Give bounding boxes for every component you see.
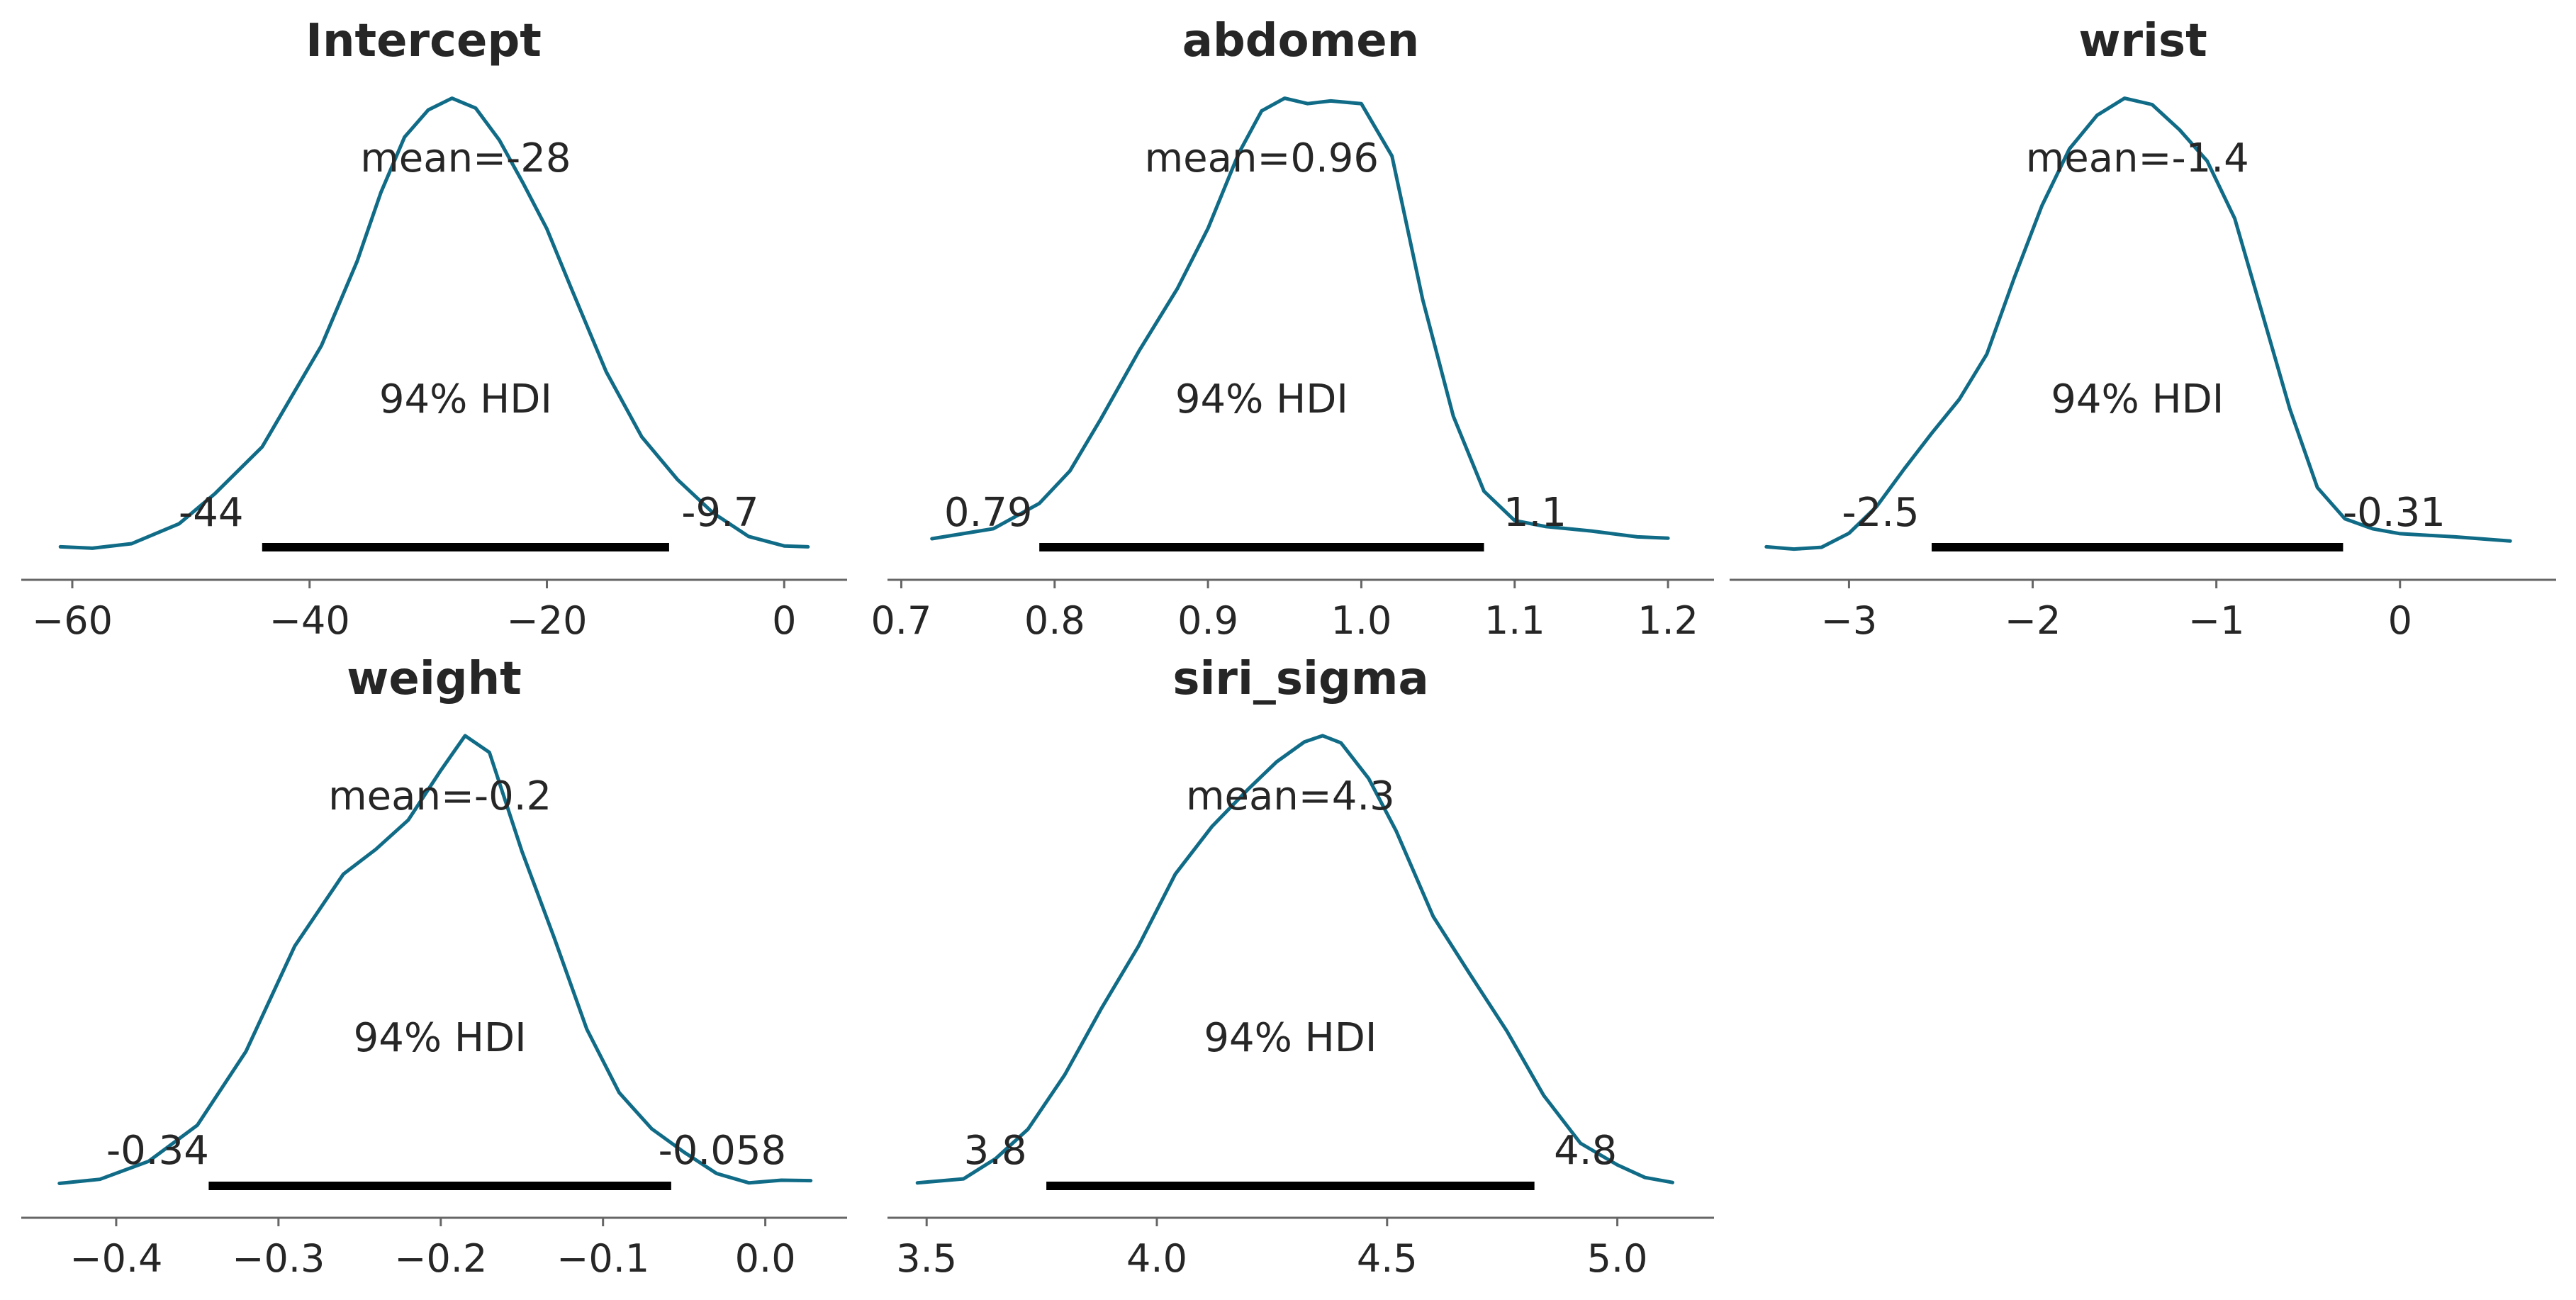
density-curve: [57, 734, 813, 1185]
x-tick-label: −60: [32, 598, 113, 643]
panel-intercept: Intercept mean=-28 94% HDI -44 -9.7 −60 −40 −20…: [21, 15, 847, 643]
panel-title: weight: [347, 653, 521, 705]
x-tick-label: −0.2: [394, 1236, 487, 1281]
hdi-high-label: -0.058: [659, 1128, 787, 1174]
x-tick-label: 5.0: [1587, 1236, 1648, 1281]
panel-weight: weight mean=-0.2 94% HDI -0.34 -0.058 −0.4 −0.…: [21, 653, 847, 1281]
x-tick-label: 1.0: [1331, 598, 1392, 643]
x-tick-label: 0.0: [735, 1236, 796, 1281]
x-tick-label: 3.5: [896, 1236, 957, 1281]
x-tick-label: −20: [507, 598, 588, 643]
mean-label: mean=-1.4: [2026, 135, 2249, 181]
hdi-label: 94% HDI: [379, 376, 552, 422]
x-tick-label: −2: [2005, 598, 2061, 643]
hdi-high-label: 1.1: [1503, 490, 1567, 536]
x-tick-label: −0.1: [556, 1236, 649, 1281]
x-tick-label: 0.8: [1024, 598, 1085, 643]
x-tick-label: −1: [2188, 598, 2245, 643]
panel-title: wrist: [2078, 15, 2207, 67]
hdi-low-label: -0.34: [106, 1128, 209, 1174]
mean-label: mean=-28: [360, 135, 571, 181]
density-curve: [915, 734, 1674, 1185]
panel-wrist: wrist mean=-1.4 94% HDI -2.5 -0.31 −3 −2 −1 0: [1730, 15, 2556, 643]
hdi-high-label: -0.31: [2343, 490, 2446, 536]
panel-title: abdomen: [1182, 15, 1419, 67]
panel-title: siri_sigma: [1172, 653, 1428, 705]
hdi-low-label: -44: [179, 490, 243, 536]
x-tick-label: −0.3: [232, 1236, 325, 1281]
x-tick-label: −3: [1821, 598, 1878, 643]
x-tick-label: 4.5: [1357, 1236, 1418, 1281]
x-tick-label: 1.1: [1484, 598, 1545, 643]
x-tick-label: 1.2: [1637, 598, 1698, 643]
x-tick-label: −40: [269, 598, 350, 643]
mean-label: mean=4.3: [1186, 773, 1395, 819]
hdi-low-label: -2.5: [1842, 490, 1919, 536]
density-curve: [930, 96, 1670, 541]
hdi-low-label: 3.8: [964, 1128, 1027, 1174]
x-tick-label: −0.4: [69, 1236, 162, 1281]
hdi-label: 94% HDI: [2051, 376, 2224, 422]
x-tick-label: 0: [2388, 598, 2412, 643]
panel-title: Intercept: [306, 15, 542, 67]
hdi-high-label: 4.8: [1554, 1128, 1617, 1174]
x-tick-label: 4.0: [1126, 1236, 1187, 1281]
hdi-label: 94% HDI: [1175, 376, 1348, 422]
hdi-label: 94% HDI: [1204, 1015, 1377, 1061]
mean-label: mean=-0.2: [328, 773, 551, 819]
hdi-low-label: 0.79: [944, 490, 1033, 536]
density-curve: [58, 96, 810, 550]
x-tick-label: 0: [772, 598, 796, 643]
mean-label: mean=0.96: [1145, 135, 1379, 181]
hdi-high-label: -9.7: [681, 490, 758, 536]
panel-abdomen: abdomen mean=0.96 94% HDI 0.79 1.1 0.7 0.8 0.9 1…: [871, 15, 1714, 643]
panel-siri-sigma: siri_sigma mean=4.3 94% HDI 3.8 4.8 3.5 4.0 4.5…: [887, 653, 1714, 1281]
hdi-label: 94% HDI: [354, 1015, 527, 1061]
x-tick-label: 0.7: [871, 598, 932, 643]
x-tick-label: 0.9: [1177, 598, 1238, 643]
density-curve: [1764, 96, 2512, 551]
